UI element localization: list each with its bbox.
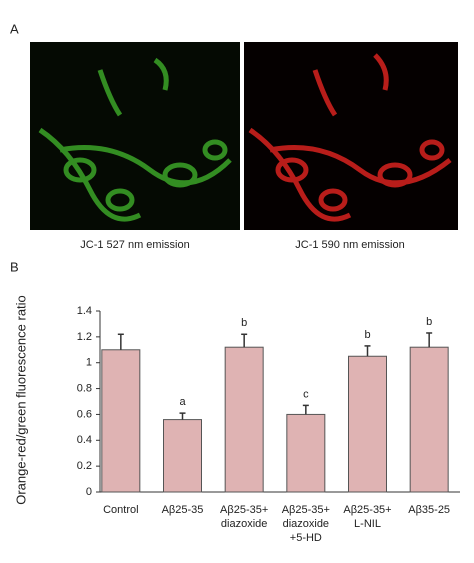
significance-label: b	[241, 317, 247, 329]
x-tick-label: Aβ25-35+	[343, 504, 391, 516]
y-tick-label: 0.8	[77, 382, 92, 394]
y-tick-label: 1.4	[77, 305, 92, 317]
x-tick-label: diazoxide	[283, 518, 329, 530]
significance-label: b	[364, 329, 370, 341]
bar	[286, 413, 326, 493]
y-tick-label: 0.4	[77, 434, 92, 446]
bar	[224, 346, 264, 493]
red-image	[244, 42, 458, 230]
image-caption: JC-1 527 nm emission	[80, 239, 189, 251]
x-tick-label: Aβ25-35	[162, 504, 204, 516]
bar	[163, 419, 202, 493]
x-tick-label: diazoxide	[221, 518, 267, 530]
y-tick-label: 0.2	[77, 460, 92, 472]
x-tick-label: L-NIL	[354, 518, 381, 530]
x-tick-label: Aβ35-25	[408, 504, 450, 516]
image-caption: JC-1 590 nm emission	[295, 239, 404, 251]
significance-label: b	[426, 316, 432, 328]
bar	[348, 355, 387, 493]
bar	[409, 346, 449, 493]
y-tick-label: 1.2	[77, 331, 92, 343]
y-tick-label: 0.6	[77, 408, 92, 420]
panel-label: B	[10, 259, 19, 274]
x-tick-label: Control	[103, 504, 138, 516]
panel-label: A	[10, 21, 19, 36]
x-tick-label: +5-HD	[290, 532, 322, 544]
significance-label: a	[179, 396, 186, 408]
y-tick-label: 1	[86, 357, 92, 369]
x-tick-label: Aβ25-35+	[282, 504, 330, 516]
significance-label: c	[303, 388, 309, 400]
x-tick-label: Aβ25-35+	[220, 504, 268, 516]
y-axis-label: Orange-red/green fluorescence ratio	[13, 295, 28, 505]
y-tick-label: 0	[86, 486, 92, 498]
bar	[101, 349, 141, 493]
green-image	[30, 42, 240, 230]
